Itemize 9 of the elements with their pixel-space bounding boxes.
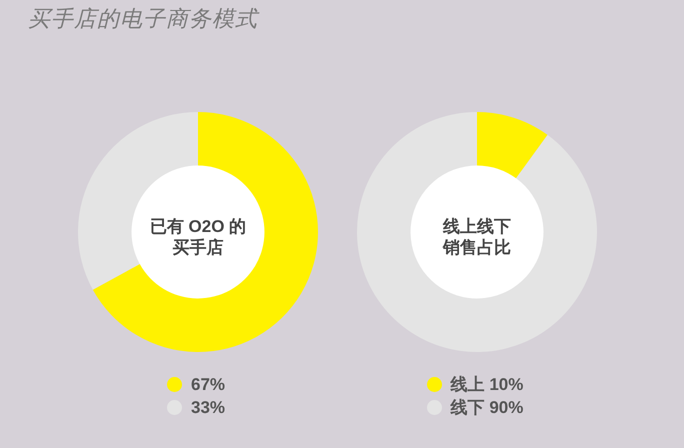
text: 销售占比	[442, 237, 512, 258]
legend-label: 67%	[190, 374, 226, 394]
legend-label: 线上 10%	[450, 374, 524, 396]
legend-label: 33%	[190, 398, 226, 418]
text: 已有 O2O 的	[148, 216, 248, 237]
text: 线上线下	[442, 216, 512, 237]
chart-title: 买手店的电子商务模式	[28, 5, 258, 33]
legend-label: 线下 90%	[450, 397, 524, 419]
text: 买手店	[172, 237, 224, 258]
